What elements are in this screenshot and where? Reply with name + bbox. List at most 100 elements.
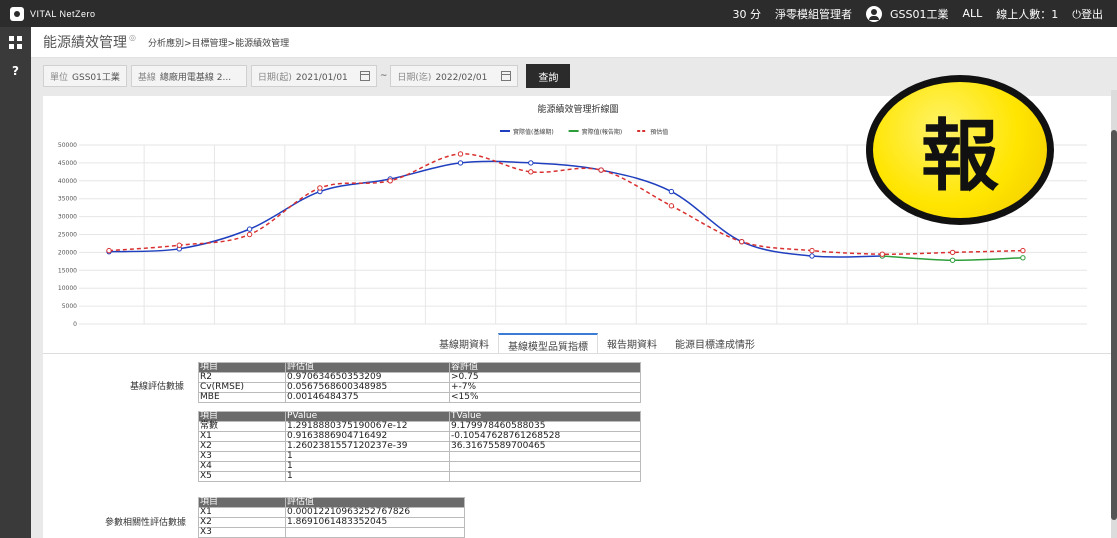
y-tick-label: 10000 xyxy=(58,285,77,292)
data-point xyxy=(246,226,253,232)
data-point xyxy=(809,253,815,259)
legend-entry: 預估值 xyxy=(650,128,668,136)
data-point xyxy=(739,238,745,245)
date-range-separator: ~ xyxy=(379,71,388,81)
data-point xyxy=(809,247,815,254)
data-point xyxy=(387,178,393,184)
y-tick-label: 25000 xyxy=(58,232,77,239)
column-header: PValue xyxy=(285,411,450,422)
data-point xyxy=(668,188,675,195)
chart-title: 能源績效管理折線圖 xyxy=(537,103,618,115)
tab-baseline-quality[interactable]: 基線模型品質指標 xyxy=(498,333,598,353)
table-cell: 9.179978460588035 xyxy=(449,421,641,432)
table-row: X4 1 xyxy=(198,461,641,472)
query-button[interactable]: 查詢 xyxy=(526,64,571,88)
start-date-label: 日期(起) xyxy=(257,72,292,83)
brand-name: VITAL NetZero xyxy=(30,8,96,19)
table-cell: -0.10547628761268528 xyxy=(449,431,641,442)
page-header: 能源績效管理 ◎ 分析應別>目標管理>能源績效管理 xyxy=(31,27,1117,58)
table-cell: 0.0567568600348985 xyxy=(285,382,450,393)
unit-label: 單位 xyxy=(50,72,69,83)
tab-bar: 基線期資料 基線模型品質指標 報告期資料 能源目標達成情形 xyxy=(430,333,764,353)
y-tick-label: 15000 xyxy=(58,267,77,274)
column-header: 容許值 xyxy=(449,362,641,373)
table-row: 常數 1.2918880375190067e-12 9.179978460588… xyxy=(198,421,641,432)
param-section-label: 參數相關性評估數據 xyxy=(105,518,187,528)
param-eval-table: 項目 評估值 X1 0.00012210963252767826 X2 1.86… xyxy=(198,497,465,538)
data-point xyxy=(668,203,675,209)
column-header: 評估值 xyxy=(285,362,450,373)
pvalue-table: 項目 PValue TValue 常數 1.2918880375190067e-… xyxy=(198,411,641,482)
calendar-icon[interactable] xyxy=(359,71,370,81)
data-point xyxy=(528,160,534,166)
y-tick-label: 40000 xyxy=(58,178,77,185)
table-cell: X1 xyxy=(198,431,286,442)
data-point xyxy=(879,251,885,257)
baseline-eval-table: 項目 評估值 容許值 R2 0.970634650353209 >0.75 Cv… xyxy=(198,362,641,403)
table-cell: X4 xyxy=(198,461,286,472)
tab-report-data[interactable]: 報告期資料 xyxy=(607,340,657,351)
table-cell: X3 xyxy=(198,451,286,462)
power-icon: ⏻ xyxy=(1072,7,1081,21)
y-tick-label: 50000 xyxy=(58,142,77,149)
table-row: X1 0.9163886904716492 -0.105476287612685… xyxy=(198,431,641,442)
baseline-select[interactable]: 基線 總廠用電基線 2... xyxy=(130,65,247,87)
logout-link[interactable]: ⏻登出 xyxy=(1072,6,1103,22)
data-point xyxy=(246,231,253,238)
start-date-value: 2021/01/01 xyxy=(295,72,348,83)
table-row: X5 1 xyxy=(198,471,641,482)
table-cell: MBE xyxy=(198,392,286,403)
y-tick-label: 5000 xyxy=(62,303,77,310)
report-badge-text: 報 xyxy=(920,111,999,202)
table-cell: 1 xyxy=(285,461,450,472)
brand-logo[interactable]: VITAL NetZero xyxy=(0,6,300,21)
data-point xyxy=(949,249,956,256)
data-point xyxy=(457,151,464,157)
info-icon[interactable]: ◎ xyxy=(129,32,136,42)
report-badge[interactable]: 報 xyxy=(866,75,1054,225)
filter-bar: 單位 GSS01工業 基線 總廠用電基線 2... 日期(起) 2021/01/0… xyxy=(43,64,571,88)
table-cell: X2 xyxy=(198,441,286,452)
calendar-icon[interactable] xyxy=(501,71,512,81)
data-point xyxy=(317,185,323,191)
data-point xyxy=(1020,255,1026,261)
table-cell: 1 xyxy=(285,451,450,462)
data-point xyxy=(1020,247,1026,254)
column-header: TValue xyxy=(449,411,641,422)
page-scrollbar[interactable] xyxy=(1111,90,1117,538)
table-cell: 0.00012210963252767826 xyxy=(285,507,465,518)
column-header: 項目 xyxy=(198,362,286,373)
table-header-row: 項目 評估值 容許值 xyxy=(198,362,641,373)
apps-grid-icon[interactable] xyxy=(9,36,22,49)
y-tick-label: 0 xyxy=(73,321,77,328)
top-bar: VITAL NetZero 30 分 淨零模組管理者 GSS01工業 ALL 線… xyxy=(0,0,1117,27)
end-date-field[interactable]: 日期(迄) 2022/02/01 xyxy=(390,65,519,87)
table-cell: 0.970634650353209 xyxy=(285,372,450,383)
left-rail: ? xyxy=(0,27,31,538)
user-role: 淨零模組管理者 xyxy=(775,7,852,21)
table-cell xyxy=(449,471,641,482)
legend-entry: 實際值(基線期) xyxy=(513,128,554,136)
column-header: 項目 xyxy=(198,497,286,508)
scrollbar-thumb[interactable] xyxy=(1111,130,1117,520)
tab-target-status[interactable]: 能源目標達成情形 xyxy=(675,340,755,351)
table-cell xyxy=(285,527,465,538)
unit-value: GSS01工業 xyxy=(72,72,120,83)
tab-baseline-data[interactable]: 基線期資料 xyxy=(439,340,489,351)
scope-selector[interactable]: ALL xyxy=(962,7,983,20)
page-title: 能源績效管理 xyxy=(43,35,127,51)
baseline-section-label: 基線評估數據 xyxy=(130,382,185,392)
account-name[interactable]: GSS01工業 xyxy=(890,7,949,21)
table-cell: R2 xyxy=(198,372,286,383)
table-header-row: 項目 評估值 xyxy=(198,497,465,508)
table-cell: 1 xyxy=(285,471,450,482)
table-row: MBE 0.00146484375 <15% xyxy=(198,392,641,403)
unit-select[interactable]: 單位 GSS01工業 xyxy=(43,65,127,87)
start-date-field[interactable]: 日期(起) 2021/01/01 xyxy=(250,65,377,87)
user-icon[interactable] xyxy=(866,5,882,22)
help-icon[interactable]: ? xyxy=(12,64,19,78)
column-header: 評估值 xyxy=(285,497,465,508)
data-point xyxy=(949,257,956,263)
logout-label: 登出 xyxy=(1081,7,1103,21)
